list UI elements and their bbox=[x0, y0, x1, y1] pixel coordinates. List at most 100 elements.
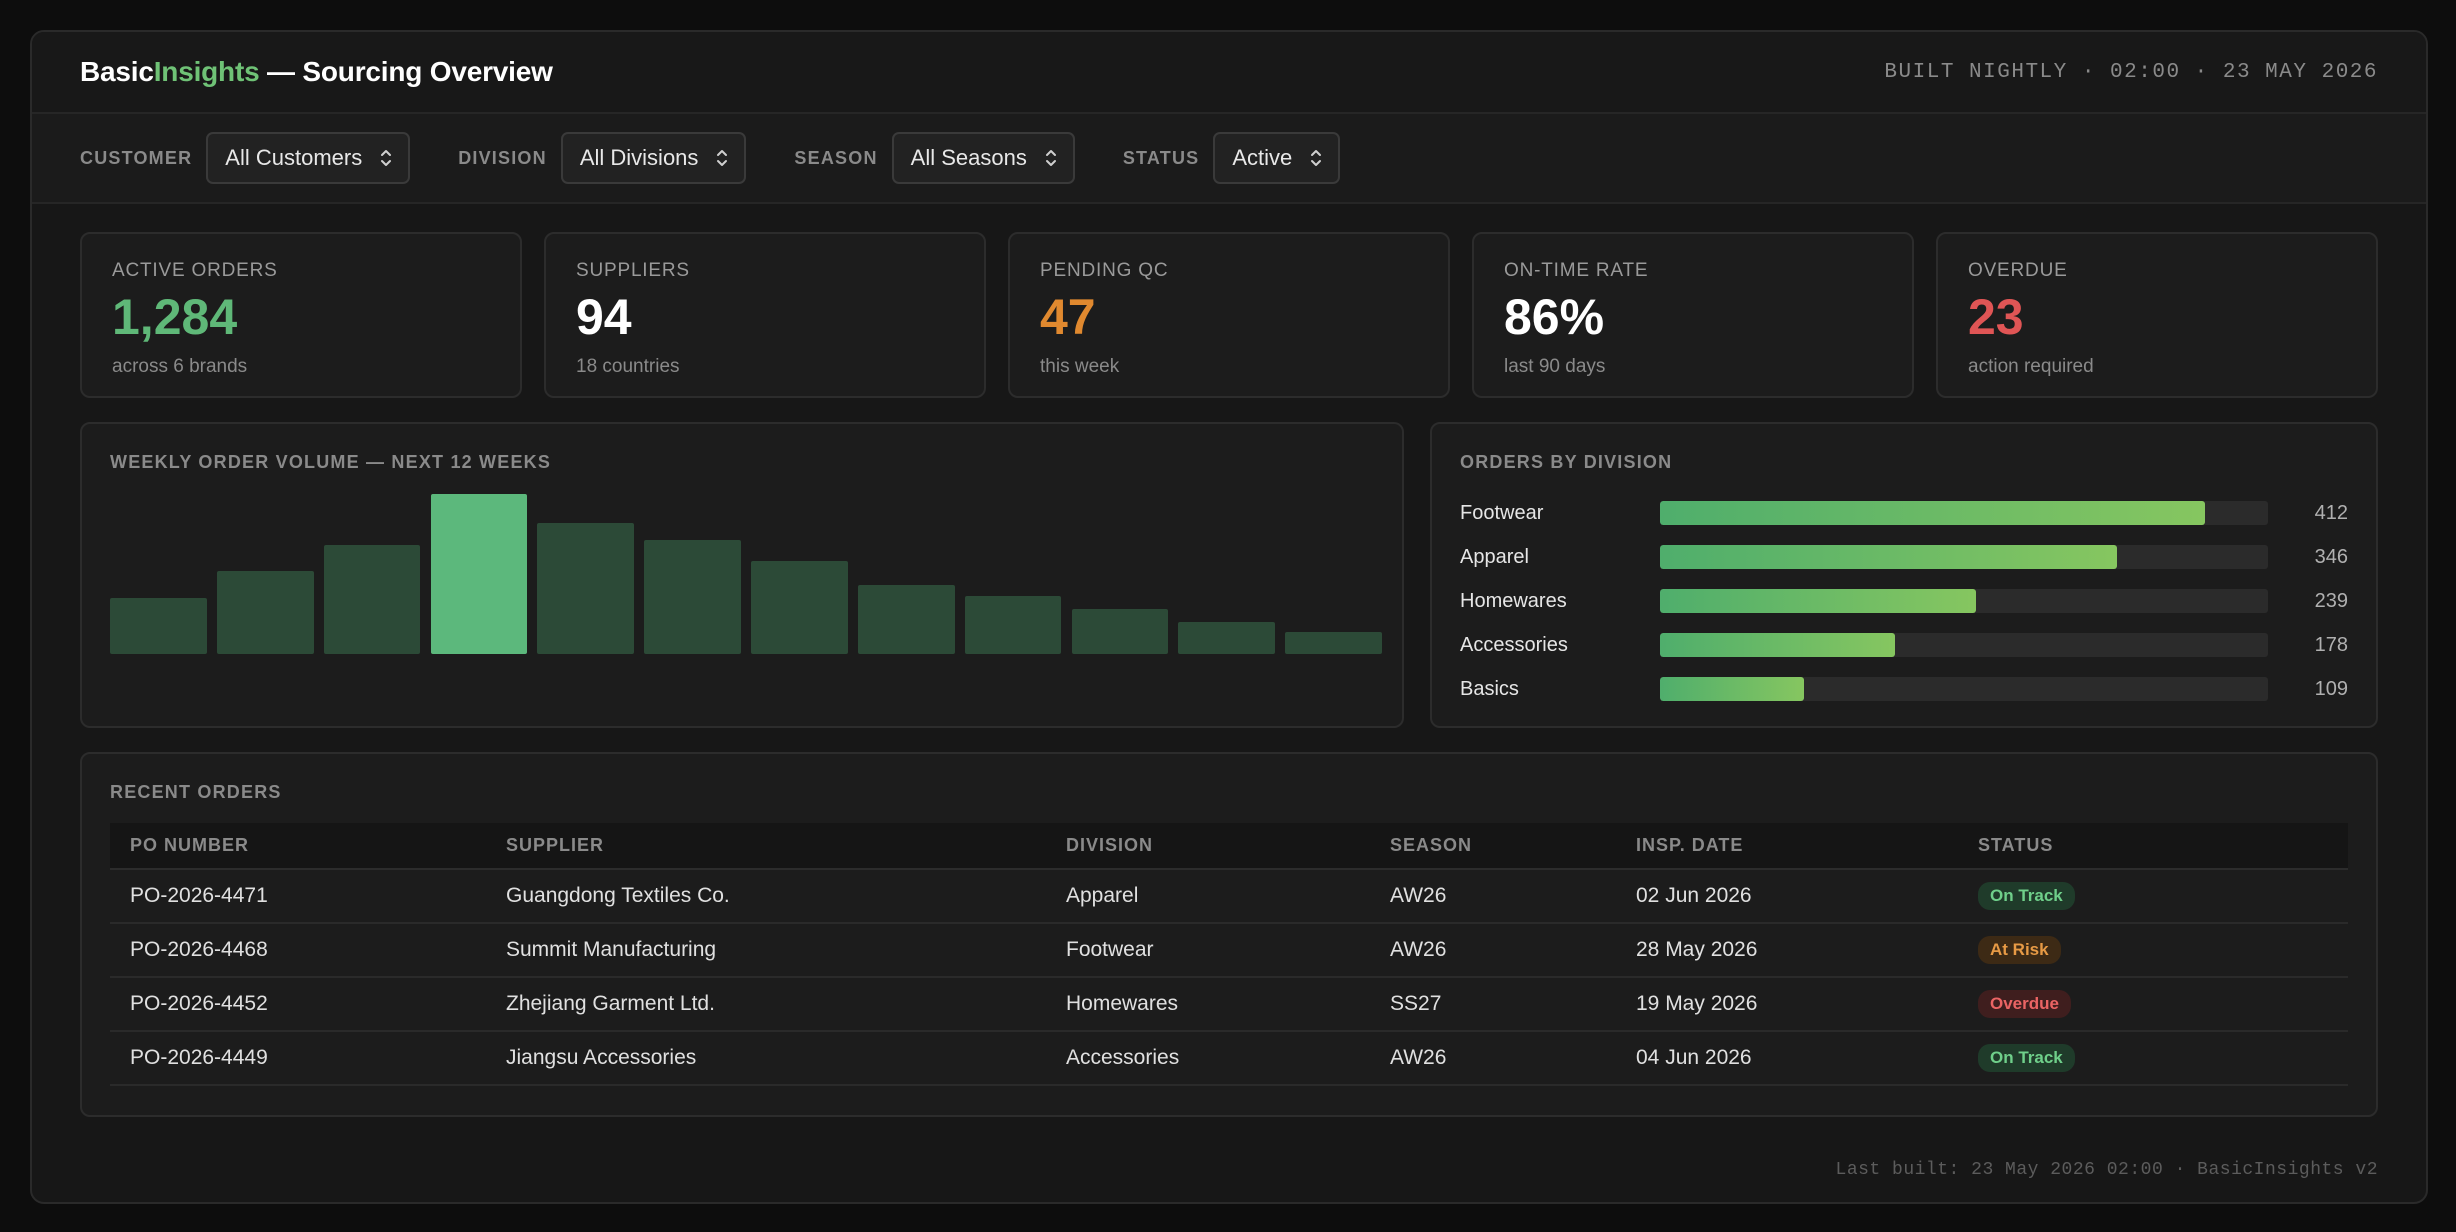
orders-by-division-panel: ORDERS BY DIVISION Footwear 412 Apparel 346… bbox=[1430, 422, 2378, 728]
orders-table-body: PO-2026-4471 Guangdong Textiles Co. Appare… bbox=[110, 869, 2348, 1086]
select-value: All Seasons bbox=[910, 145, 1027, 170]
kpi-card-suppliers: SUPPLIERS 94 18 countries bbox=[544, 232, 986, 398]
division-bar-track bbox=[1660, 589, 2268, 613]
filter-bar: CUSTOMER All Customers DIVISION All Divi… bbox=[32, 114, 2426, 204]
weekly-bar bbox=[430, 494, 528, 654]
kpi-label: ON-TIME RATE bbox=[1504, 260, 1649, 281]
division-count: 109 bbox=[2314, 677, 2348, 700]
table-row[interactable]: PO-2026-4468 Summit Manufacturing Footwear… bbox=[110, 923, 2348, 978]
status-cell: At Risk bbox=[1958, 923, 2348, 978]
po-number-cell: PO-2026-4471 bbox=[110, 869, 486, 924]
division-label: Homewares bbox=[1460, 589, 1567, 612]
weekly-bar bbox=[216, 570, 314, 654]
filter-customer: CUSTOMER All Customers bbox=[80, 132, 411, 184]
status-badge: At Risk bbox=[1978, 936, 2061, 964]
division-bar-track bbox=[1660, 633, 2268, 657]
build-stamp: BUILT NIGHTLY · 02:00 · 23 MAY 2026 bbox=[1884, 60, 2378, 84]
supplier-cell: Zhejiang Garment Ltd. bbox=[486, 977, 1046, 1032]
kpi-card-pending-qc: PENDING QC 47 this week bbox=[1008, 232, 1450, 398]
filter-label: CUSTOMER bbox=[80, 147, 193, 168]
po-number-cell: PO-2026-4468 bbox=[110, 923, 486, 978]
title-suffix: — Sourcing Overview bbox=[259, 56, 553, 87]
filter-season: SEASON All Seasons bbox=[794, 132, 1075, 184]
weekly-volume-panel: WEEKLY ORDER VOLUME — NEXT 12 WEEKS bbox=[80, 422, 1404, 728]
division-bar-list: Footwear 412 Apparel 346 Homewares 239 Accesso… bbox=[1460, 491, 2348, 711]
kpi-sub: last 90 days bbox=[1504, 356, 1606, 377]
table-row[interactable]: PO-2026-4471 Guangdong Textiles Co. Appare… bbox=[110, 869, 2348, 924]
division-label: Apparel bbox=[1460, 545, 1529, 568]
weekly-bar bbox=[537, 522, 635, 654]
kpi-value: 86% bbox=[1504, 289, 1605, 345]
season-cell: SS27 bbox=[1370, 977, 1616, 1032]
season-cell: AW26 bbox=[1370, 869, 1616, 924]
kpi-label: SUPPLIERS bbox=[576, 260, 690, 281]
recent-orders-panel: RECENT ORDERS PO NUMBER SUPPLIER DIVISIO… bbox=[80, 752, 2378, 1117]
division-row: Footwear 412 bbox=[1460, 491, 2348, 535]
status-badge: Overdue bbox=[1978, 990, 2071, 1018]
filter-division: DIVISION All Divisions bbox=[458, 132, 747, 184]
chevron-updown-icon bbox=[1045, 148, 1057, 168]
division-label: Basics bbox=[1460, 677, 1519, 700]
table-row[interactable]: PO-2026-4449 Jiangsu Accessories Accessori… bbox=[110, 1031, 2348, 1086]
division-bar-fill bbox=[1660, 589, 1976, 613]
division-select[interactable]: All Divisions bbox=[560, 132, 747, 184]
insp-date-cell: 02 Jun 2026 bbox=[1616, 869, 1958, 924]
kpi-label: PENDING QC bbox=[1040, 260, 1169, 281]
season-cell: AW26 bbox=[1370, 1031, 1616, 1086]
division-cell: Accessories bbox=[1046, 1031, 1370, 1086]
brand-insights: Insights bbox=[153, 56, 260, 87]
table-row[interactable]: PO-2026-4452 Zhejiang Garment Ltd. Homewar… bbox=[110, 977, 2348, 1032]
customer-select[interactable]: All Customers bbox=[206, 132, 411, 184]
kpi-value: 94 bbox=[576, 289, 632, 345]
weekly-bar bbox=[1285, 631, 1382, 654]
division-row: Basics 109 bbox=[1460, 667, 2348, 711]
select-value: All Customers bbox=[225, 145, 363, 170]
column-header: SUPPLIER bbox=[486, 823, 1046, 870]
division-bar-track bbox=[1660, 545, 2268, 569]
status-select[interactable]: Active bbox=[1213, 132, 1341, 184]
supplier-cell: Jiangsu Accessories bbox=[486, 1031, 1046, 1086]
weekly-bar bbox=[751, 561, 848, 654]
status-cell: On Track bbox=[1958, 869, 2348, 924]
season-select[interactable]: All Seasons bbox=[891, 132, 1075, 184]
kpi-sub: 18 countries bbox=[576, 356, 680, 377]
status-cell: On Track bbox=[1958, 1031, 2348, 1086]
kpi-sub: this week bbox=[1040, 356, 1120, 377]
insp-date-cell: 28 May 2026 bbox=[1616, 923, 1958, 978]
filter-status: STATUS Active bbox=[1122, 132, 1341, 184]
division-bar-fill bbox=[1660, 545, 2118, 569]
kpi-value: 23 bbox=[1968, 289, 2024, 345]
weekly-bar bbox=[1071, 609, 1169, 654]
division-label: Accessories bbox=[1460, 633, 1568, 656]
season-cell: AW26 bbox=[1370, 923, 1616, 978]
chevron-updown-icon bbox=[1310, 148, 1322, 168]
insp-date-cell: 19 May 2026 bbox=[1616, 977, 1958, 1032]
filter-label: STATUS bbox=[1122, 147, 1200, 168]
division-count: 239 bbox=[2314, 589, 2348, 612]
column-header: INSP. DATE bbox=[1616, 823, 1958, 870]
status-cell: Overdue bbox=[1958, 977, 2348, 1032]
chevron-updown-icon bbox=[716, 148, 728, 168]
division-bar-fill bbox=[1660, 677, 1805, 701]
weekly-volume-chart bbox=[110, 494, 1382, 654]
kpi-sub: action required bbox=[1968, 356, 2094, 377]
division-count: 178 bbox=[2314, 633, 2348, 656]
division-count: 412 bbox=[2314, 501, 2348, 524]
page-title: BasicInsights — Sourcing Overview bbox=[80, 56, 553, 88]
weekly-bar bbox=[1178, 622, 1276, 654]
weekly-bar bbox=[857, 585, 955, 654]
kpi-card-overdue: OVERDUE 23 action required bbox=[1936, 232, 2378, 398]
app-header: BasicInsights — Sourcing Overview BUILT … bbox=[32, 32, 2426, 114]
dashboard-content: ACTIVE ORDERS 1,284 across 6 brands SUPP… bbox=[32, 204, 2426, 1117]
po-number-cell: PO-2026-4452 bbox=[110, 977, 486, 1032]
kpi-label: ACTIVE ORDERS bbox=[112, 260, 278, 281]
column-header: DIVISION bbox=[1046, 823, 1370, 870]
status-badge: On Track bbox=[1978, 882, 2075, 910]
division-cell: Apparel bbox=[1046, 869, 1370, 924]
column-header: SEASON bbox=[1370, 823, 1616, 870]
division-bar-fill bbox=[1660, 633, 1896, 657]
charts-row: WEEKLY ORDER VOLUME — NEXT 12 WEEKS ORDE… bbox=[80, 422, 2378, 728]
weekly-bar bbox=[964, 596, 1062, 654]
dashboard-window: BasicInsights — Sourcing Overview BUILT … bbox=[30, 30, 2428, 1204]
orders-table: PO NUMBER SUPPLIER DIVISION SEASON INSP.… bbox=[110, 823, 2348, 1086]
